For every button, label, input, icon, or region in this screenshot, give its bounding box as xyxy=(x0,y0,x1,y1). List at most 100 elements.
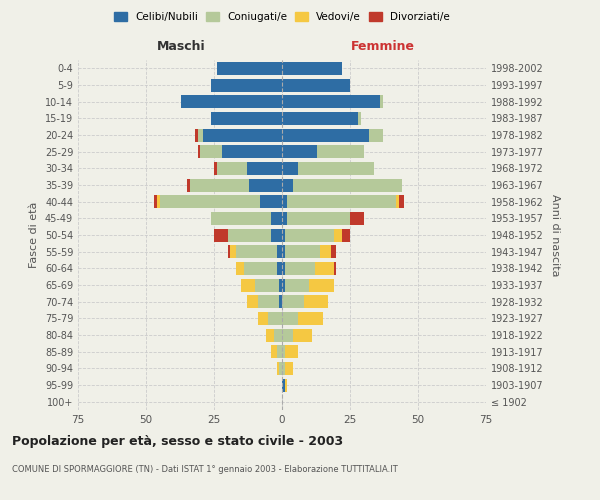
Bar xyxy=(211,112,282,125)
Bar xyxy=(331,245,337,258)
Bar xyxy=(271,212,282,225)
Bar xyxy=(293,178,401,192)
Bar xyxy=(160,195,260,208)
Bar xyxy=(197,145,200,158)
Bar xyxy=(282,362,285,375)
Bar xyxy=(227,228,271,241)
Bar xyxy=(285,345,298,358)
Bar xyxy=(358,112,361,125)
Bar xyxy=(369,128,383,141)
Bar xyxy=(293,328,312,342)
Bar xyxy=(277,362,279,375)
Bar xyxy=(236,262,244,275)
Bar xyxy=(309,278,334,291)
Bar xyxy=(396,195,399,208)
Bar xyxy=(320,245,331,258)
Bar xyxy=(187,178,190,192)
Bar xyxy=(271,345,277,358)
Bar xyxy=(217,62,282,75)
Bar xyxy=(274,328,282,342)
Bar xyxy=(277,345,282,358)
Text: COMUNE DI SPORMAGGIORE (TN) - Dati ISTAT 1° gennaio 2003 - Elaborazione TUTTITAL: COMUNE DI SPORMAGGIORE (TN) - Dati ISTAT… xyxy=(12,465,398,474)
Bar xyxy=(282,312,298,325)
Bar xyxy=(279,295,282,308)
Bar xyxy=(285,378,287,392)
Bar xyxy=(334,262,337,275)
Bar xyxy=(282,278,285,291)
Bar xyxy=(227,245,230,258)
Bar xyxy=(314,262,334,275)
Bar xyxy=(279,278,282,291)
Bar xyxy=(154,195,157,208)
Bar xyxy=(285,362,293,375)
Bar xyxy=(282,262,285,275)
Bar xyxy=(181,95,282,108)
Bar xyxy=(282,212,287,225)
Bar xyxy=(287,212,350,225)
Bar xyxy=(282,78,350,92)
Bar xyxy=(255,278,279,291)
Bar xyxy=(399,195,404,208)
Bar xyxy=(217,162,247,175)
Bar xyxy=(298,162,374,175)
Bar xyxy=(241,278,255,291)
Text: Maschi: Maschi xyxy=(157,40,206,54)
Bar xyxy=(298,312,323,325)
Bar xyxy=(197,128,203,141)
Bar xyxy=(211,78,282,92)
Bar xyxy=(304,295,328,308)
Bar xyxy=(282,345,285,358)
Bar xyxy=(282,228,285,241)
Bar xyxy=(282,95,380,108)
Bar xyxy=(214,228,227,241)
Bar xyxy=(334,228,342,241)
Bar xyxy=(250,178,282,192)
Bar xyxy=(282,195,287,208)
Bar xyxy=(277,262,282,275)
Bar xyxy=(285,228,334,241)
Bar xyxy=(271,228,282,241)
Bar xyxy=(230,245,236,258)
Bar xyxy=(285,245,320,258)
Bar xyxy=(203,128,282,141)
Bar xyxy=(342,228,350,241)
Bar xyxy=(222,145,282,158)
Bar xyxy=(260,195,282,208)
Bar xyxy=(380,95,383,108)
Bar xyxy=(282,112,358,125)
Bar xyxy=(282,128,369,141)
Bar xyxy=(279,362,282,375)
Bar xyxy=(282,162,298,175)
Bar xyxy=(236,245,277,258)
Bar xyxy=(282,145,317,158)
Bar xyxy=(200,145,222,158)
Bar xyxy=(211,212,271,225)
Bar xyxy=(157,195,160,208)
Bar xyxy=(282,378,285,392)
Bar xyxy=(266,328,274,342)
Bar xyxy=(244,262,277,275)
Bar xyxy=(247,295,257,308)
Bar xyxy=(257,312,268,325)
Bar xyxy=(268,312,282,325)
Bar xyxy=(282,328,293,342)
Bar xyxy=(277,245,282,258)
Y-axis label: Fasce di età: Fasce di età xyxy=(29,202,39,268)
Bar xyxy=(214,162,217,175)
Bar xyxy=(317,145,364,158)
Bar xyxy=(247,162,282,175)
Bar xyxy=(190,178,250,192)
Bar xyxy=(282,295,304,308)
Legend: Celibi/Nubili, Coniugati/e, Vedovi/e, Divorziati/e: Celibi/Nubili, Coniugati/e, Vedovi/e, Di… xyxy=(110,8,454,26)
Bar xyxy=(285,262,314,275)
Bar xyxy=(282,62,342,75)
Bar xyxy=(287,195,396,208)
Y-axis label: Anni di nascita: Anni di nascita xyxy=(550,194,560,276)
Bar xyxy=(350,212,364,225)
Text: Popolazione per età, sesso e stato civile - 2003: Popolazione per età, sesso e stato civil… xyxy=(12,435,343,448)
Bar xyxy=(195,128,197,141)
Bar xyxy=(285,278,309,291)
Bar xyxy=(282,245,285,258)
Text: Femmine: Femmine xyxy=(350,40,415,54)
Bar xyxy=(282,178,293,192)
